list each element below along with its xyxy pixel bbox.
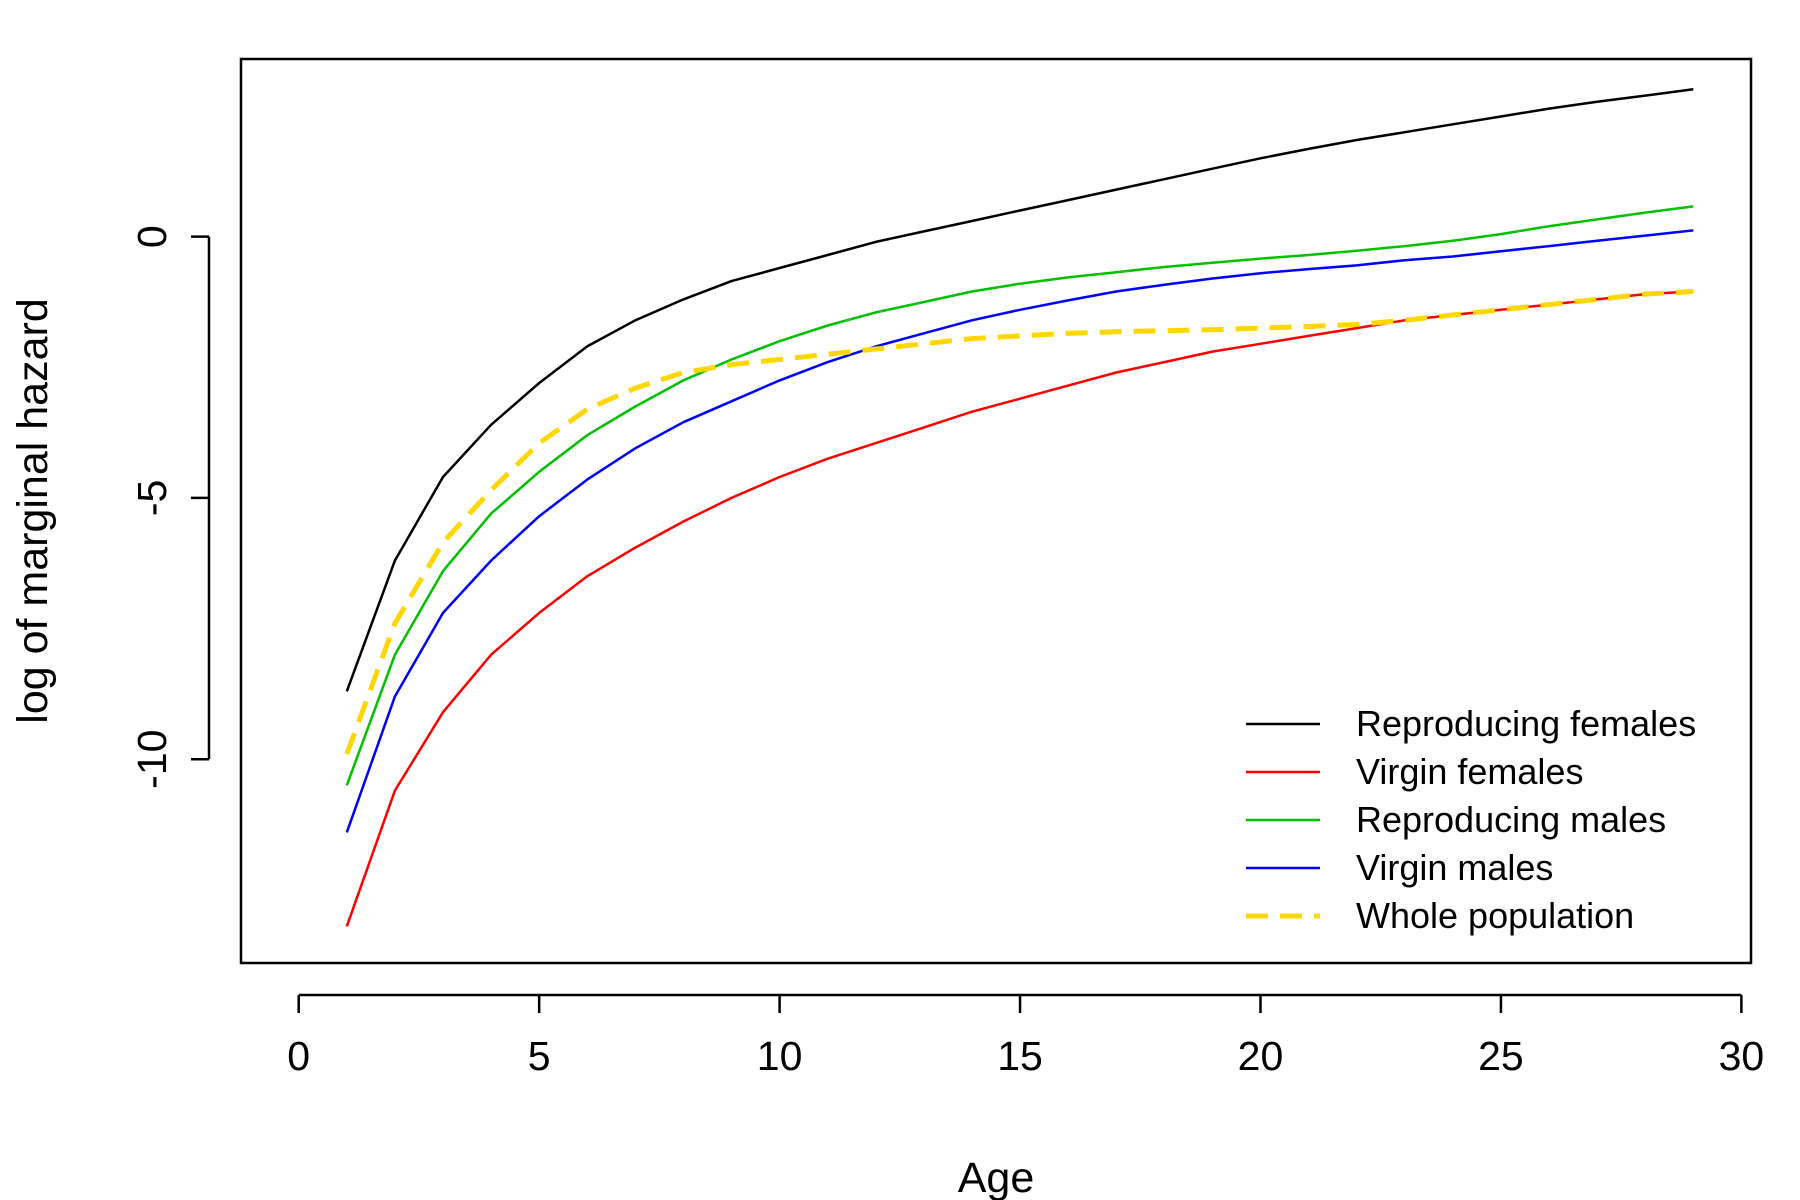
y-tick-label: 0 xyxy=(129,225,175,248)
series-line-virgin-males xyxy=(345,229,1694,833)
x-tick-label: 10 xyxy=(757,1033,803,1079)
x-tick-label: 25 xyxy=(1478,1033,1524,1079)
x-axis-ticks: 0 5 10 15 20 25 30 xyxy=(287,995,1764,1079)
x-tick-label: 15 xyxy=(997,1033,1043,1079)
legend-label: Reproducing males xyxy=(1356,799,1666,840)
series-line-reproducing-females xyxy=(345,88,1694,692)
legend-label: Whole population xyxy=(1356,895,1634,936)
x-tick-label: 20 xyxy=(1238,1033,1284,1079)
y-axis-title: log of marginal hazard xyxy=(9,298,57,723)
legend: Reproducing females Virgin females Reprodu… xyxy=(1246,703,1696,936)
legend-label: Virgin males xyxy=(1356,847,1553,888)
legend-label: Virgin females xyxy=(1356,751,1583,792)
series-line-whole-population xyxy=(344,289,1694,755)
plot-frame xyxy=(239,57,1753,965)
legend-label: Reproducing females xyxy=(1356,703,1696,744)
x-axis-title: Age xyxy=(958,1154,1035,1200)
series-line-reproducing-males xyxy=(345,205,1694,786)
x-tick-label: 30 xyxy=(1719,1033,1765,1079)
x-tick-label: 0 xyxy=(287,1033,310,1079)
y-axis-ticks: 0 -5 -10 xyxy=(129,225,209,789)
series-line-virgin-females xyxy=(345,290,1694,927)
x-tick-label: 5 xyxy=(528,1033,551,1079)
y-tick-label: -10 xyxy=(129,730,175,789)
series-lines xyxy=(344,88,1694,927)
y-tick-label: -5 xyxy=(129,480,175,516)
